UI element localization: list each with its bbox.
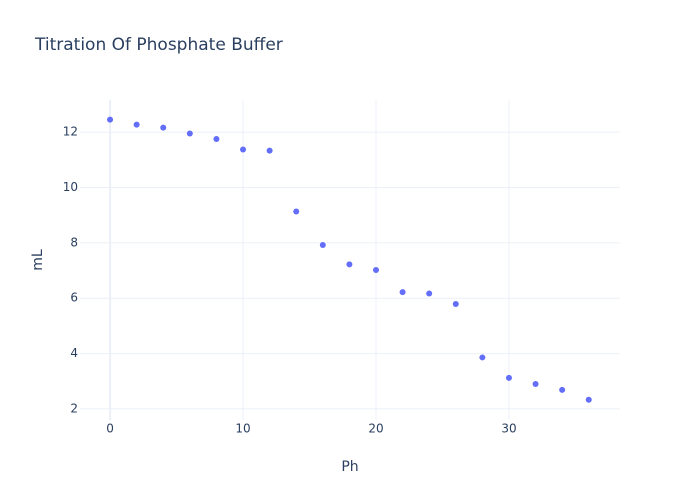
x-tick-label: 30 — [501, 422, 516, 436]
point — [133, 121, 140, 128]
point — [266, 147, 273, 154]
point — [426, 290, 433, 297]
x-tick-label: 10 — [235, 422, 250, 436]
point — [532, 381, 539, 388]
point — [213, 136, 220, 143]
y-tick-label: 12 — [63, 125, 78, 139]
point — [160, 124, 167, 131]
point — [240, 146, 247, 153]
point — [107, 116, 114, 123]
y-tick-label: 6 — [70, 291, 78, 305]
y-tick-label: 8 — [70, 235, 78, 249]
y-tick-label: 4 — [70, 346, 78, 360]
x-tick-label: 20 — [368, 422, 383, 436]
point — [186, 130, 193, 137]
point — [319, 242, 326, 249]
point — [346, 261, 353, 268]
point — [293, 208, 300, 215]
point — [479, 354, 486, 361]
point — [559, 386, 566, 393]
point — [399, 289, 406, 296]
point — [452, 301, 459, 308]
chart-title: Titration Of Phosphate Buffer — [34, 35, 283, 55]
y-axis-label: mL — [30, 249, 46, 271]
point — [505, 374, 512, 381]
point — [372, 266, 379, 273]
y-tick-label: 2 — [70, 401, 78, 415]
x-axis-label: Ph — [341, 459, 358, 475]
y-tick-label: 10 — [63, 180, 78, 194]
point — [585, 396, 592, 403]
x-tick-label: 0 — [106, 422, 114, 436]
